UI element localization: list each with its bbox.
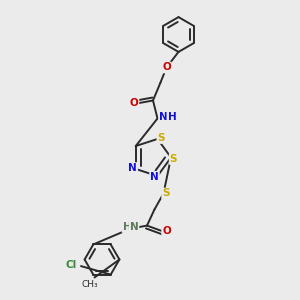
Text: S: S	[158, 133, 165, 143]
Text: N: N	[128, 163, 137, 173]
Text: O: O	[162, 62, 171, 73]
Text: S: S	[162, 188, 170, 199]
Text: H: H	[122, 222, 131, 232]
Text: O: O	[130, 98, 139, 109]
Text: S: S	[170, 154, 177, 164]
Text: N: N	[150, 172, 159, 182]
Text: Cl: Cl	[65, 260, 77, 270]
Text: N: N	[130, 222, 139, 232]
Text: O: O	[162, 226, 171, 236]
Text: CH₃: CH₃	[82, 280, 98, 289]
Text: N: N	[159, 112, 168, 122]
Text: H: H	[167, 112, 176, 122]
